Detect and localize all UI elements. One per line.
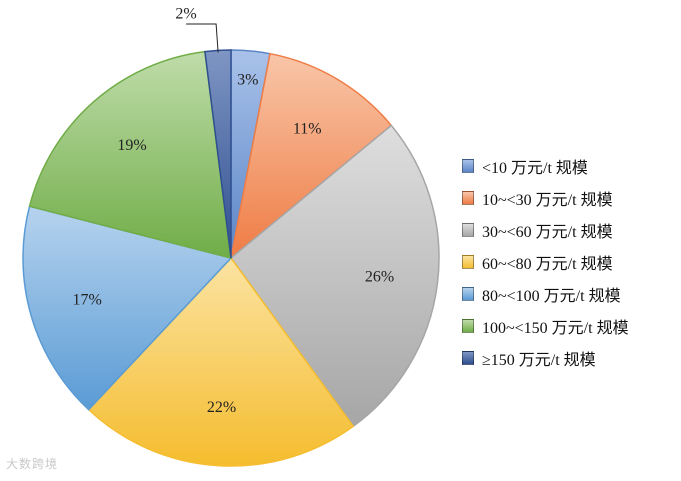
chart-legend: <10 万元/t 规模 10~<30 万元/t 规模 30~<60 万元/t 规模 6…: [462, 150, 677, 374]
legend-label: ≥150 万元/t 规模: [482, 352, 596, 369]
leader-line: [186, 23, 219, 53]
legend-label: 80~<100 万元/t 规模: [482, 288, 621, 305]
legend-label: 60~<80 万元/t 规模: [482, 256, 613, 273]
legend-item: 10~<30 万元/t 规模: [462, 182, 677, 214]
slice-data-label: 22%: [207, 399, 236, 416]
legend-item: 30~<60 万元/t 规模: [462, 214, 677, 246]
pie-slices: [22, 49, 440, 467]
legend-item: 60~<80 万元/t 规模: [462, 246, 677, 278]
legend-swatch: [462, 191, 474, 205]
legend-label: 10~<30 万元/t 规模: [482, 192, 613, 209]
pie-data-labels: 3% 11% 26% 22% 17% 19% 2%: [73, 6, 395, 417]
legend-item: ≥150 万元/t 规模: [462, 342, 677, 374]
legend-item: 80~<100 万元/t 规模: [462, 278, 677, 310]
pie-slice: [229, 124, 440, 428]
slice-data-label: 2%: [175, 6, 196, 23]
slice-data-label: 19%: [117, 137, 146, 154]
legend-item: 100~<150 万元/t 规模: [462, 310, 677, 342]
pie-slice: [22, 205, 233, 411]
legend-label: 30~<60 万元/t 规模: [482, 224, 613, 241]
legend-label: <10 万元/t 规模: [482, 160, 588, 177]
pie-slice: [87, 256, 355, 467]
slice-data-label: 11%: [293, 121, 322, 138]
slice-data-label: 17%: [73, 291, 102, 308]
legend-item: <10 万元/t 规模: [462, 150, 677, 182]
legend-swatch: [462, 255, 474, 269]
pie-slice: [229, 52, 393, 260]
slice-data-label: 26%: [365, 268, 394, 285]
legend-label: 100~<150 万元/t 规模: [482, 320, 629, 337]
legend-swatch: [462, 351, 474, 365]
slice-data-label: 3%: [237, 71, 258, 88]
watermark: 大数跨境: [6, 457, 59, 471]
legend-swatch: [462, 287, 474, 301]
legend-swatch: [462, 223, 474, 237]
pie-slice: [28, 50, 232, 260]
legend-swatch: [462, 159, 474, 173]
legend-swatch: [462, 319, 474, 333]
